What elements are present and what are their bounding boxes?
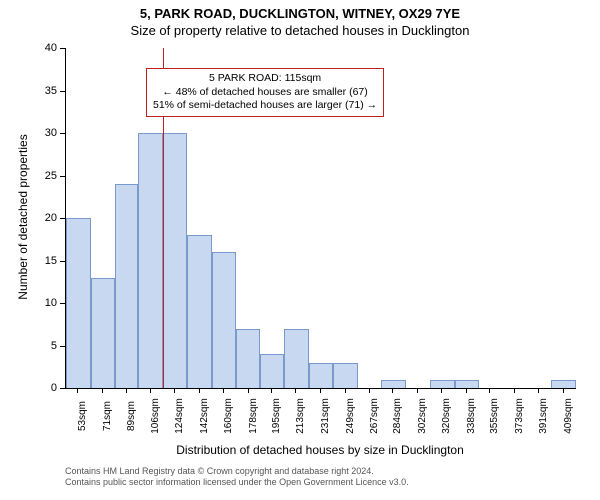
y-tick-mark bbox=[60, 218, 65, 219]
x-tick-label: 267sqm bbox=[369, 398, 380, 434]
histogram-bar bbox=[381, 380, 406, 389]
histogram-bar bbox=[212, 252, 237, 388]
x-tick-label: 124sqm bbox=[174, 398, 185, 434]
x-tick-mark bbox=[199, 388, 200, 393]
x-tick-label: 320sqm bbox=[441, 398, 452, 434]
annotation-line-2: 51% of semi-detached houses are larger (… bbox=[153, 99, 377, 113]
y-tick-label: 40 bbox=[37, 42, 57, 54]
histogram-bar bbox=[236, 329, 259, 389]
x-tick-mark bbox=[345, 388, 346, 393]
x-tick-mark bbox=[174, 388, 175, 393]
histogram-bar bbox=[187, 235, 212, 388]
histogram-bar bbox=[430, 380, 455, 389]
x-tick-mark bbox=[466, 388, 467, 393]
x-tick-label: 178sqm bbox=[248, 398, 259, 434]
histogram-bar bbox=[284, 329, 309, 389]
histogram-bar bbox=[115, 184, 138, 388]
x-tick-mark bbox=[102, 388, 103, 393]
histogram-bar bbox=[309, 363, 334, 389]
x-tick-mark bbox=[320, 388, 321, 393]
x-tick-mark bbox=[392, 388, 393, 393]
y-tick-label: 15 bbox=[37, 255, 57, 267]
x-tick-label: 89sqm bbox=[126, 401, 137, 431]
x-tick-mark bbox=[514, 388, 515, 393]
x-tick-mark bbox=[489, 388, 490, 393]
histogram-bar bbox=[66, 218, 91, 388]
x-tick-label: 213sqm bbox=[295, 398, 306, 434]
x-tick-mark bbox=[563, 388, 564, 393]
histogram-bar bbox=[333, 363, 358, 389]
y-tick-label: 20 bbox=[37, 212, 57, 224]
x-tick-label: 160sqm bbox=[223, 398, 234, 434]
x-tick-label: 106sqm bbox=[150, 398, 161, 434]
x-tick-label: 355sqm bbox=[489, 398, 500, 434]
y-tick-mark bbox=[60, 346, 65, 347]
x-tick-mark bbox=[126, 388, 127, 393]
chart-title-subtitle: Size of property relative to detached ho… bbox=[0, 23, 600, 38]
x-axis-label: Distribution of detached houses by size … bbox=[65, 443, 575, 457]
annotation-line-1: ← 48% of detached houses are smaller (67… bbox=[153, 86, 377, 100]
plot-area: 5 PARK ROAD: 115sqm← 48% of detached hou… bbox=[65, 48, 576, 389]
x-tick-label: 231sqm bbox=[320, 398, 331, 434]
x-tick-label: 71sqm bbox=[102, 401, 113, 431]
footer-line1: Contains HM Land Registry data © Crown c… bbox=[65, 466, 409, 477]
x-tick-label: 249sqm bbox=[345, 398, 356, 434]
x-tick-label: 302sqm bbox=[417, 398, 428, 434]
y-tick-mark bbox=[60, 388, 65, 389]
y-tick-mark bbox=[60, 133, 65, 134]
y-tick-mark bbox=[60, 91, 65, 92]
x-tick-label: 409sqm bbox=[563, 398, 574, 434]
histogram-bar bbox=[138, 133, 163, 388]
x-tick-label: 53sqm bbox=[77, 401, 88, 431]
x-tick-mark bbox=[441, 388, 442, 393]
chart-title-address: 5, PARK ROAD, DUCKLINGTON, WITNEY, OX29 … bbox=[0, 6, 600, 21]
histogram-bar bbox=[260, 354, 285, 388]
annotation-line-0: 5 PARK ROAD: 115sqm bbox=[153, 72, 377, 86]
x-tick-label: 391sqm bbox=[538, 398, 549, 434]
x-tick-mark bbox=[538, 388, 539, 393]
annotation-box: 5 PARK ROAD: 115sqm← 48% of detached hou… bbox=[146, 68, 384, 117]
histogram-bar bbox=[455, 380, 480, 389]
histogram-bar bbox=[91, 278, 116, 389]
x-tick-mark bbox=[271, 388, 272, 393]
x-tick-mark bbox=[150, 388, 151, 393]
x-tick-mark bbox=[369, 388, 370, 393]
y-tick-label: 30 bbox=[37, 127, 57, 139]
histogram-bar bbox=[163, 133, 188, 388]
y-tick-mark bbox=[60, 48, 65, 49]
x-tick-label: 338sqm bbox=[466, 398, 477, 434]
histogram-bar bbox=[551, 380, 576, 389]
footer-attribution: Contains HM Land Registry data © Crown c… bbox=[65, 466, 409, 489]
y-tick-mark bbox=[60, 176, 65, 177]
x-tick-label: 284sqm bbox=[392, 398, 403, 434]
x-tick-mark bbox=[417, 388, 418, 393]
y-tick-label: 5 bbox=[37, 340, 57, 352]
footer-line2: Contains public sector information licen… bbox=[65, 477, 409, 488]
y-axis-label: Number of detached properties bbox=[16, 117, 30, 317]
x-tick-label: 373sqm bbox=[514, 398, 525, 434]
x-tick-mark bbox=[295, 388, 296, 393]
y-tick-label: 35 bbox=[37, 85, 57, 97]
x-tick-mark bbox=[77, 388, 78, 393]
x-tick-mark bbox=[248, 388, 249, 393]
y-tick-label: 10 bbox=[37, 297, 57, 309]
y-tick-label: 0 bbox=[37, 382, 57, 394]
y-tick-mark bbox=[60, 261, 65, 262]
chart-title-block: 5, PARK ROAD, DUCKLINGTON, WITNEY, OX29 … bbox=[0, 6, 600, 38]
x-tick-label: 195sqm bbox=[271, 398, 282, 434]
x-tick-label: 142sqm bbox=[199, 398, 210, 434]
y-tick-mark bbox=[60, 303, 65, 304]
y-tick-label: 25 bbox=[37, 170, 57, 182]
x-tick-mark bbox=[223, 388, 224, 393]
